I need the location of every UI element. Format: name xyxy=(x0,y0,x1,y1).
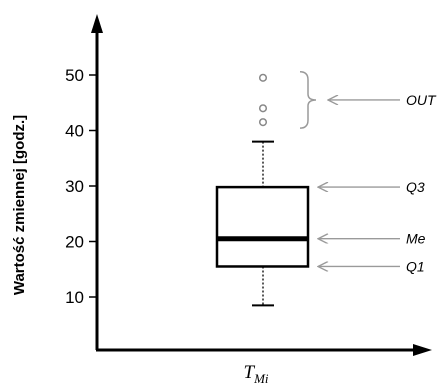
y-tick-label: 20 xyxy=(65,233,84,252)
outlier-point xyxy=(258,118,268,127)
x-axis-label-main: T xyxy=(243,362,255,383)
y-ticks: 10 20 30 40 50 xyxy=(65,66,97,307)
iqr-box xyxy=(215,185,310,268)
x-axis-arrow-icon xyxy=(413,344,432,356)
outliers-brace xyxy=(299,71,317,129)
x-axis-label: TMi xyxy=(243,362,268,386)
y-tick-label: 50 xyxy=(65,66,84,85)
outlier-point xyxy=(258,104,268,113)
y-tick-label: 10 xyxy=(65,288,84,307)
annotation-label-q3: Q3 xyxy=(406,179,425,195)
x-axis-label-subscript: Mi xyxy=(253,371,269,386)
annotation-label-me: Me xyxy=(406,231,426,247)
outlier-point xyxy=(258,73,268,82)
annotation-label-out: OUT xyxy=(406,92,437,108)
y-tick-label: 30 xyxy=(65,177,84,196)
annotation-label-q1: Q1 xyxy=(406,258,425,274)
y-axis-label: Wartość zmiennej [godz.] xyxy=(11,115,28,295)
y-tick-label: 40 xyxy=(65,122,84,141)
boxplot-group xyxy=(215,73,310,307)
annotations: OUT Q3 Me Q1 xyxy=(299,71,437,274)
y-axis-arrow-icon xyxy=(91,14,103,33)
